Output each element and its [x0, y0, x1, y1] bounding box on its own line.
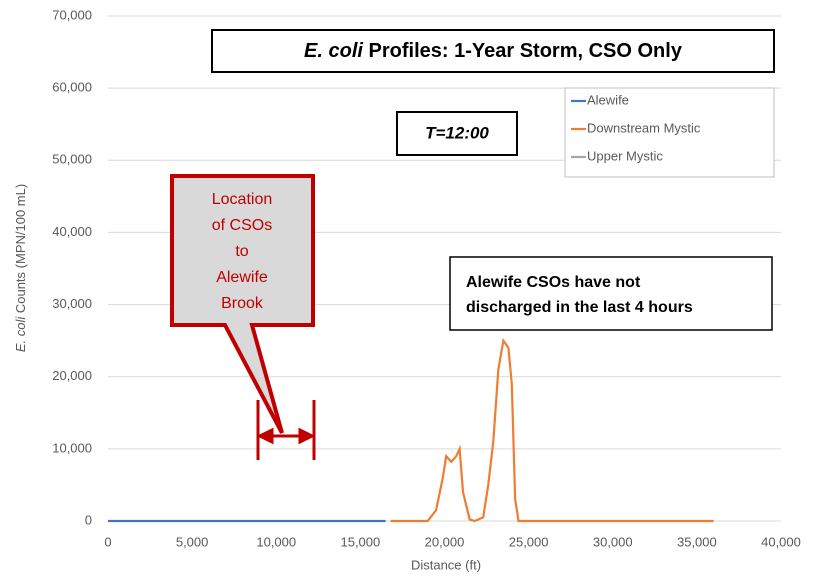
title-rest: Profiles: 1-Year Storm, CSO Only [369, 40, 683, 62]
callout-line: Location [212, 191, 273, 208]
subtitle: T=12:00 [425, 123, 489, 142]
y-tick-label: 10,000 [52, 440, 92, 455]
legend-label: Downstream Mystic [587, 120, 701, 135]
arrow-head [298, 427, 316, 445]
title-box [211, 29, 775, 73]
callout-line: of CSOs [212, 217, 272, 234]
x-tick-label: 0 [104, 534, 111, 549]
legend [564, 87, 775, 178]
location-arrow [256, 400, 316, 460]
y-tick-label: 40,000 [52, 224, 92, 239]
y-tick-label: 30,000 [52, 296, 92, 311]
y-axis-label-italic: E. coli [13, 316, 28, 353]
x-tick-label: 40,000 [761, 534, 801, 549]
y-tick-label: 70,000 [52, 7, 92, 22]
annotation-line: discharged in the last 4 hours [466, 299, 693, 316]
grid: 0 10,000 20,000 30,000 40,000 50,000 60,000 70,… [52, 7, 801, 549]
callout-line: Brook [221, 295, 264, 312]
x-tick-label: 35,000 [677, 534, 717, 549]
y-tick-label: 60,000 [52, 80, 92, 95]
callout-box [170, 174, 315, 434]
callout-line: to [235, 243, 248, 260]
y-axis-label-rest: Counts (MPN/100 mL) [13, 184, 28, 313]
x-tick-label: 5,000 [176, 534, 209, 549]
legend-items: Alewife Downstream Mystic Upper Mystic [571, 92, 701, 163]
x-tick-label: 10,000 [256, 534, 296, 549]
annotation-line: Alewife CSOs have not [466, 274, 641, 291]
arrow-head [256, 427, 274, 445]
subtitle-box [396, 111, 518, 156]
x-axis-label: Distance (ft) [411, 557, 481, 572]
legend-label: Alewife [587, 92, 629, 107]
y-tick-label: 0 [85, 512, 92, 527]
y-tick-label: 20,000 [52, 368, 92, 383]
lines [108, 337, 714, 523]
series-line [390, 337, 714, 523]
chart-title: E. coli Profiles: 1-Year Storm, CSO Only [304, 40, 683, 62]
legend-label: Upper Mystic [587, 148, 663, 163]
x-tick-label: 25,000 [509, 534, 549, 549]
x-tick-label: 20,000 [425, 534, 465, 549]
annotation-box [449, 256, 773, 331]
callout-line: Alewife [216, 269, 268, 286]
x-tick-label: 15,000 [340, 534, 380, 549]
title-italic: E. coli [304, 40, 363, 62]
y-tick-label: 50,000 [52, 152, 92, 167]
x-tick-label: 30,000 [593, 534, 633, 549]
y-axis-label: E. coli Counts (MPN/100 mL) [13, 184, 28, 352]
